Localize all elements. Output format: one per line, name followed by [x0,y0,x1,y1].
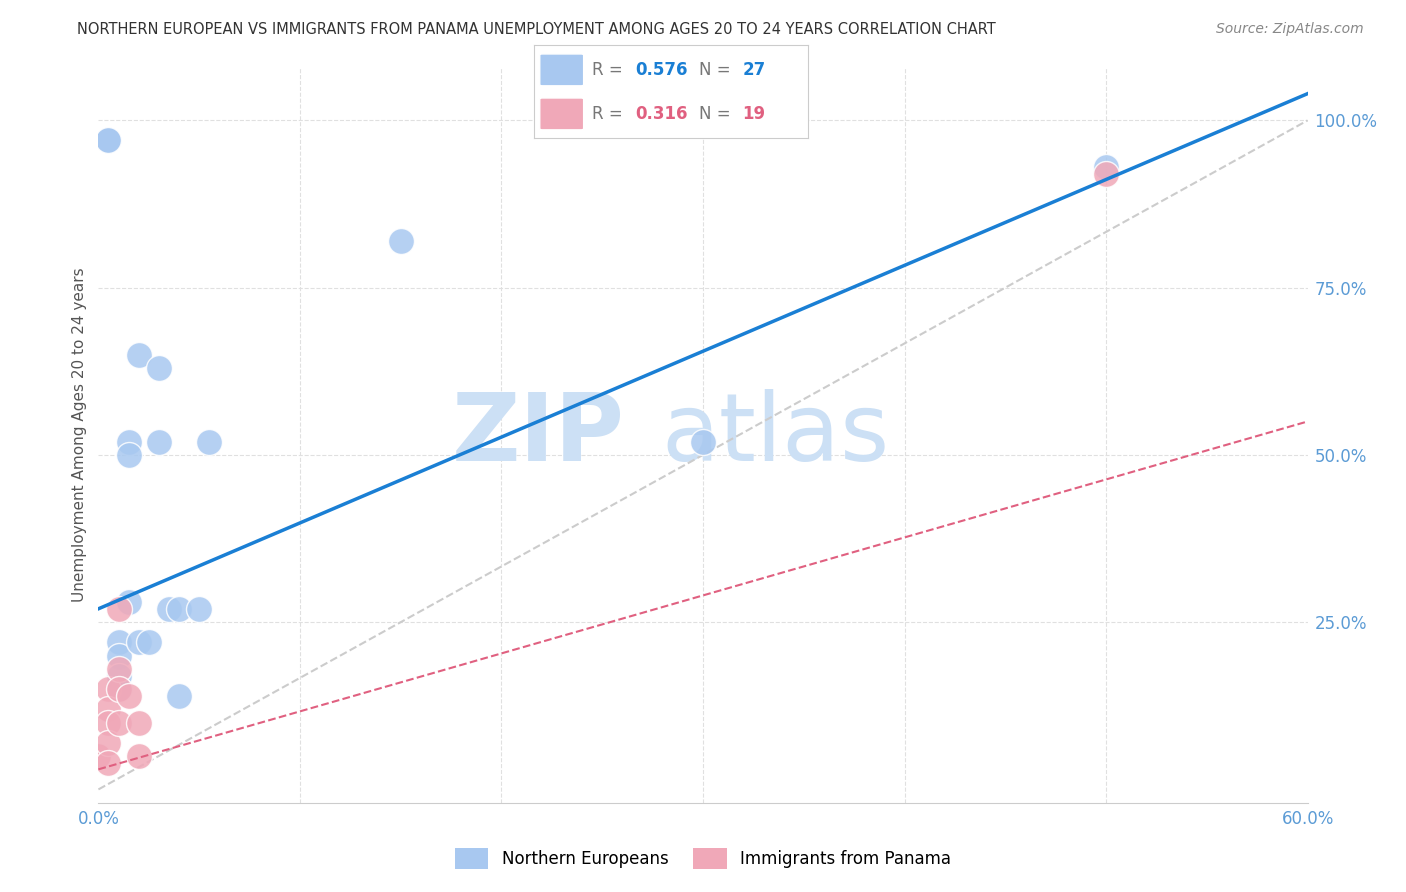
Point [97,133,120,147]
Text: 27: 27 [742,61,766,78]
Point [118,434,141,449]
Point [188,601,211,615]
Point [128,635,150,649]
Point [692,434,714,449]
Point [97,715,120,730]
Text: atlas: atlas [661,389,890,481]
Text: N =: N = [699,61,735,78]
Point [107,648,129,663]
Text: R =: R = [592,61,628,78]
Point [118,448,141,462]
Text: NORTHERN EUROPEAN VS IMMIGRANTS FROM PANAMA UNEMPLOYMENT AMONG AGES 20 TO 24 YEA: NORTHERN EUROPEAN VS IMMIGRANTS FROM PAN… [77,22,995,37]
Point [97,735,120,749]
Point [87,749,110,764]
Point [87,749,110,764]
Point [167,689,190,703]
Point [97,133,120,147]
FancyBboxPatch shape [540,54,583,86]
Point [87,749,110,764]
Text: 19: 19 [742,105,766,123]
FancyBboxPatch shape [540,98,583,130]
Point [128,347,150,362]
Point [118,689,141,703]
Point [107,681,129,696]
Text: 0.576: 0.576 [636,61,688,78]
Text: Source: ZipAtlas.com: Source: ZipAtlas.com [1216,22,1364,37]
Point [107,601,129,615]
Text: 0.316: 0.316 [636,105,688,123]
Point [107,662,129,676]
Text: ZIP: ZIP [451,389,624,481]
Point [1095,160,1118,174]
Legend: Northern Europeans, Immigrants from Panama: Northern Europeans, Immigrants from Pana… [449,842,957,875]
Point [1095,167,1118,181]
Point [198,434,221,449]
Point [148,434,170,449]
Point [97,756,120,770]
Point [107,635,129,649]
Point [97,133,120,147]
Point [97,133,120,147]
Point [128,715,150,730]
Text: N =: N = [699,105,735,123]
Text: R =: R = [592,105,628,123]
Point [107,681,129,696]
Point [97,133,120,147]
Point [97,133,120,147]
Point [118,595,141,609]
Point [107,715,129,730]
Point [97,133,120,147]
Point [128,749,150,764]
Point [87,749,110,764]
Point [167,601,190,615]
Point [148,360,170,375]
Point [157,601,180,615]
Point [87,749,110,764]
Point [97,702,120,716]
Point [97,681,120,696]
Point [138,635,160,649]
Point [87,749,110,764]
Point [389,234,412,248]
Point [107,669,129,683]
Y-axis label: Unemployment Among Ages 20 to 24 years: Unemployment Among Ages 20 to 24 years [72,268,87,602]
